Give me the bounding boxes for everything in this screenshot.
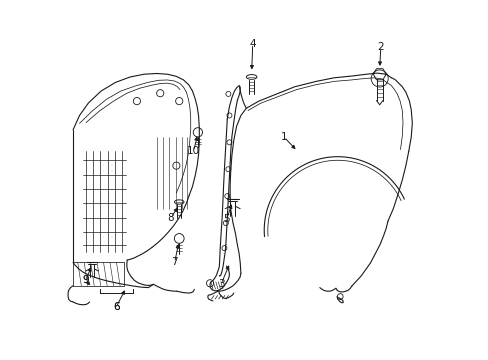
Text: 8: 8 [167,213,174,222]
Text: 6: 6 [113,302,119,312]
Text: 1: 1 [280,132,286,142]
Text: 9: 9 [82,275,89,285]
Text: 5: 5 [223,215,229,224]
Text: 3: 3 [218,279,224,289]
Text: 7: 7 [171,257,178,267]
Text: 10: 10 [186,146,200,156]
Text: 6: 6 [113,302,119,312]
Text: 4: 4 [249,39,256,49]
Text: 9: 9 [82,275,89,285]
Text: 2: 2 [377,42,383,52]
